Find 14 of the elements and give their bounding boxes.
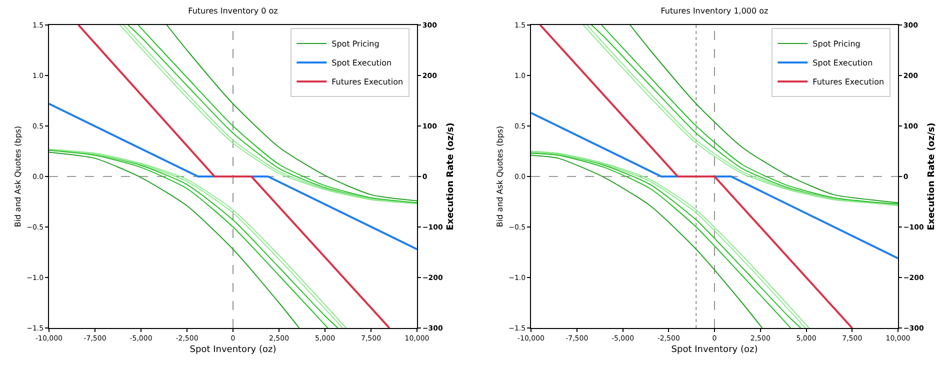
x-axis-title: Spot Inventory (oz) [671,345,758,356]
legend-label: Futures Execution [332,78,404,87]
legend-label: Spot Pricing [332,40,380,49]
y2-axis-title: Execution Rate (oz/s) [926,122,937,230]
chart-title: Futures Inventory 1,000 oz [660,6,768,16]
legend-label: Futures Execution [812,78,884,87]
x-axis-title: Spot Inventory (oz) [190,345,276,356]
legend-label: Spot Pricing [812,40,860,49]
y2-axis-title: Execution Rate (oz/s) [446,122,456,230]
legend-label: Spot Execution [812,58,873,68]
y-axis-title: Bid and Ask Quotes (bps) [495,126,504,228]
chart-title: Futures Inventory 0 oz [188,6,278,16]
legend-label: Spot Execution [332,58,392,68]
y-axis-title: Bid and Ask Quotes (bps) [13,126,22,228]
